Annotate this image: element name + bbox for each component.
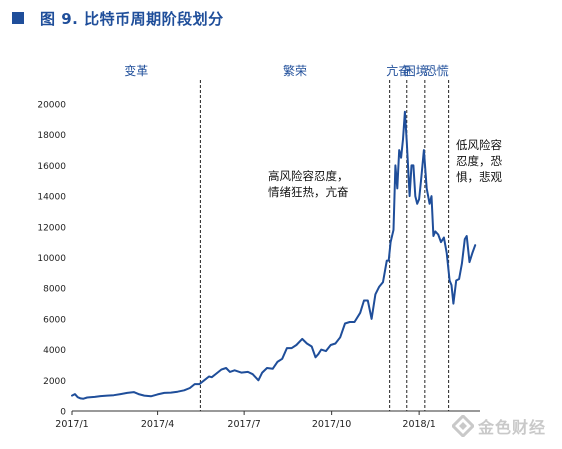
annotation-text: 忍度，恐	[456, 154, 502, 168]
annotation-text: 惧，悲观	[456, 170, 502, 184]
x-tick-label: 2017/1	[55, 419, 88, 430]
logo-icon	[450, 413, 476, 439]
phase-label: 亢奋	[386, 63, 410, 78]
y-tick-label: 6000	[43, 315, 66, 325]
y-tick-label: 8000	[43, 285, 66, 295]
y-tick-label: 4000	[43, 346, 66, 356]
annotation-text: 高风险容忍度，	[268, 169, 349, 183]
y-tick-label: 14000	[37, 193, 66, 203]
y-tick-label: 12000	[37, 223, 66, 233]
y-tick-label: 20000	[37, 101, 66, 111]
y-tick-label: 16000	[37, 162, 66, 172]
phase-label: 繁荣	[283, 63, 307, 78]
y-tick-label: 0	[60, 408, 66, 418]
annotation-text: 情绪狂热，亢奋	[268, 185, 349, 199]
y-tick-label: 10000	[37, 254, 66, 264]
phase-label: 恐慌	[425, 64, 449, 78]
y-tick-label: 2000	[43, 377, 66, 387]
watermark-logo: 金色财经	[450, 413, 547, 439]
price-series-line	[71, 110, 477, 400]
phase-label: 困境	[404, 63, 428, 78]
figure-title: 图 9. 比特币周期阶段划分	[40, 9, 224, 28]
watermark-text: 金色财经	[478, 418, 547, 437]
figure-title-bar: 图 9. 比特币周期阶段划分	[12, 9, 224, 28]
title-square-icon	[12, 12, 24, 24]
annotation-text: 低风险容	[456, 138, 502, 152]
x-tick-label: 2017/10	[312, 419, 351, 430]
phase-label: 变革	[124, 63, 148, 78]
x-tick-label: 2018/1	[402, 419, 435, 430]
y-tick-label: 18000	[37, 131, 66, 141]
x-tick-label: 2017/4	[141, 419, 174, 430]
x-tick-label: 2017/7	[227, 419, 260, 430]
